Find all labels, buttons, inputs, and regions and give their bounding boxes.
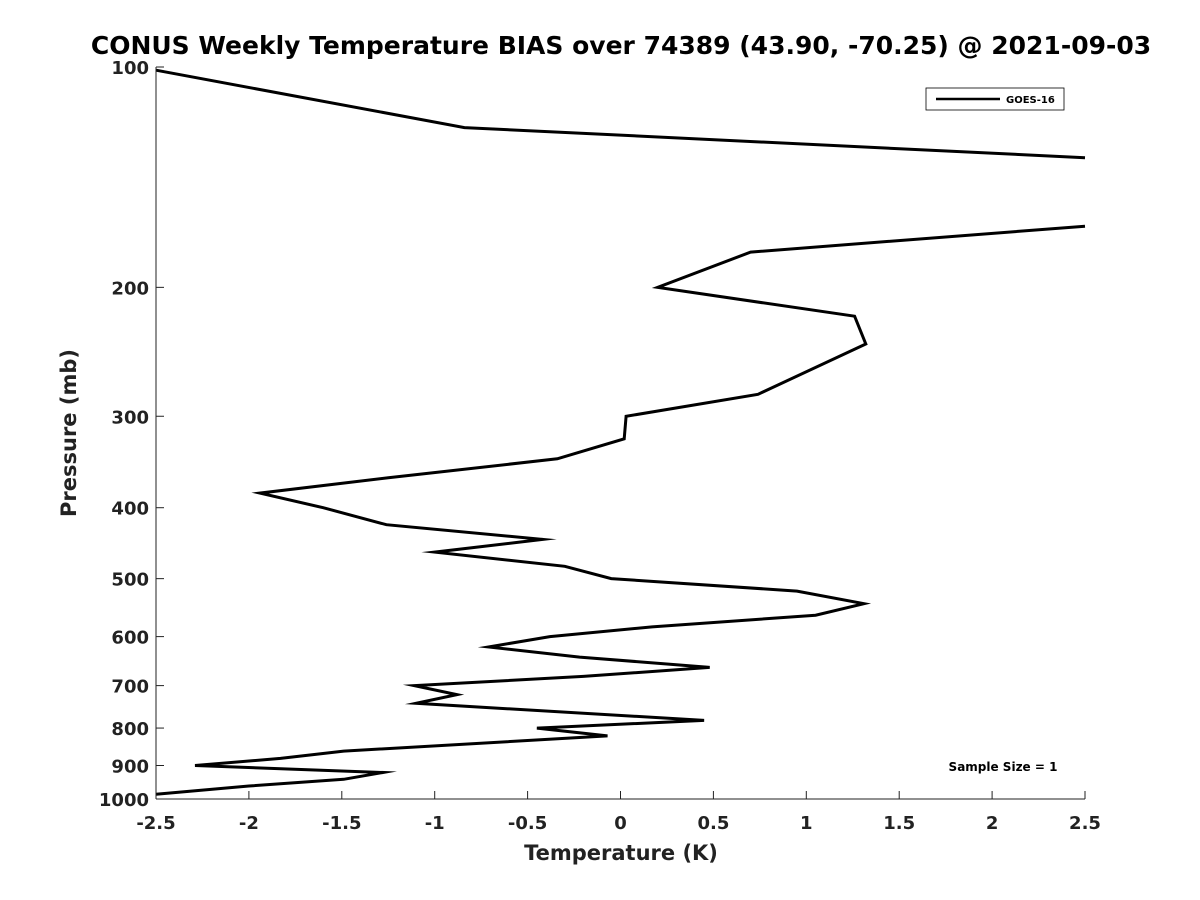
x-tick-label: -1.5 [322,813,361,834]
y-axis-label: Pressure (mb) [57,349,81,517]
legend-entry-goes-16: GOES-16 [1006,95,1055,106]
y-axis-ticks: 100 200 300 400 500 600 700 800 900 1000 [99,58,164,811]
series-line-goes-16 [155,224,1086,796]
chart-title: CONUS Weekly Temperature BIAS over 74389… [91,31,1151,60]
series-line-goes-16 [155,68,1086,160]
x-axis-ticks: -2.5 -2 -1.5 -1 -0.5 0 0.5 1 1.5 2 2.5 [136,791,1101,834]
y-tick-label: 200 [111,278,149,299]
x-tick-label: -0.5 [508,813,547,834]
x-tick-label: 2.5 [1069,813,1101,834]
y-tick-label: 300 [111,407,149,428]
x-tick-label: -1 [425,813,445,834]
x-tick-label: 0.5 [697,813,729,834]
x-tick-label: -2.5 [136,813,175,834]
legend: GOES-16 [925,87,1065,111]
series-lines [155,68,1086,796]
y-tick-label: 600 [111,628,149,649]
y-tick-label: 1000 [99,790,149,811]
x-tick-label: 2 [986,813,999,834]
y-tick-label: 700 [111,677,149,698]
x-axis-label: Temperature (K) [524,841,718,865]
x-tick-label: 1 [800,813,813,834]
y-tick-label: 400 [111,499,149,520]
y-tick-label: 100 [111,58,149,79]
sample-size-annotation: Sample Size = 1 [949,760,1058,774]
x-tick-label: -2 [239,813,259,834]
y-tick-label: 500 [111,570,149,591]
y-tick-label: 800 [111,719,149,740]
x-tick-label: 1.5 [883,813,915,834]
y-tick-label: 900 [111,757,149,778]
x-tick-label: 0 [614,813,627,834]
